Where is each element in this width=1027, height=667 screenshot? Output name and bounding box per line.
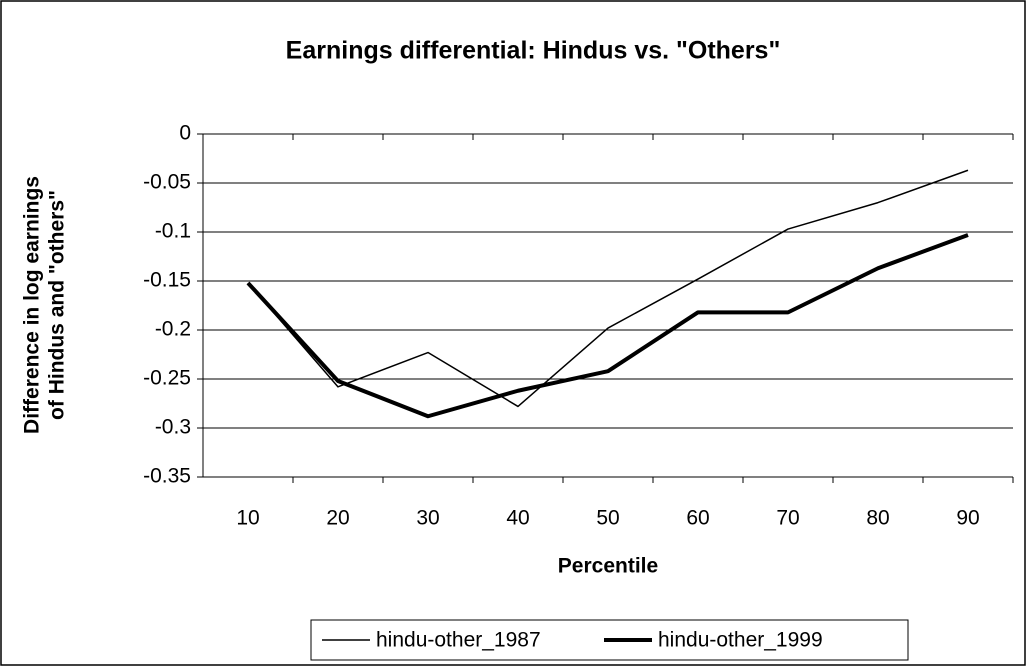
x-tick-label: 10 [236, 507, 259, 530]
x-tick-label: 60 [686, 507, 709, 530]
x-tick-label: 90 [956, 507, 979, 530]
y-tick-label: -0.15 [143, 269, 191, 292]
line-series [246, 233, 969, 419]
x-tick-label: 40 [506, 507, 529, 530]
chart-title: Earnings differential: Hindus vs. "Other… [286, 37, 781, 65]
legend-label: hindu-other_1987 [376, 629, 541, 652]
y-tick-label: -0.35 [143, 465, 191, 488]
y-tick-label: 0 [179, 122, 191, 145]
x-tick-label: 20 [326, 507, 349, 530]
y-tick-label: -0.25 [143, 367, 191, 390]
x-tick-label: 50 [596, 507, 619, 530]
y-axis-label: Difference in log earnings [21, 176, 44, 434]
x-tick-label: 70 [776, 507, 799, 530]
y-tick-label: -0.1 [155, 220, 191, 243]
y-axis-label: of Hindus and "others" [46, 190, 69, 420]
x-tick-label: 30 [416, 507, 439, 530]
x-axis-label: Percentile [558, 555, 658, 578]
x-tick-label: 80 [866, 507, 889, 530]
legend-label: hindu-other_1999 [658, 629, 823, 652]
line-series [247, 169, 969, 408]
y-tick-label: -0.05 [143, 171, 191, 194]
y-tick-label: -0.3 [155, 416, 191, 439]
y-tick-label: -0.2 [155, 318, 191, 341]
